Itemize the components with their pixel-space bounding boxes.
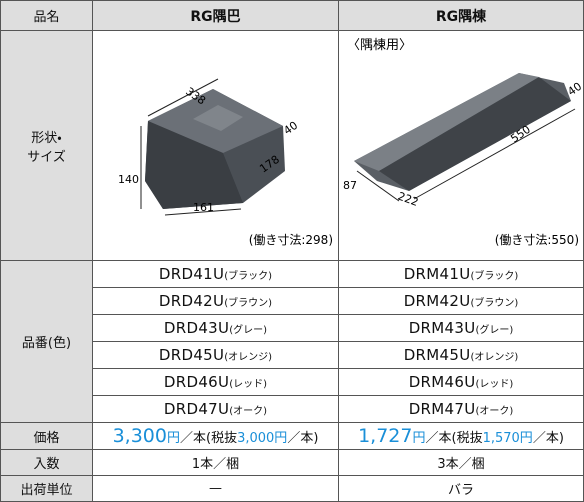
header-cell: 品名 [0, 0, 93, 31]
per: ／本(税抜 [425, 431, 483, 446]
code-cell: DRD46U(レッド) [92, 368, 339, 396]
color-name: (ブラック) [224, 271, 273, 282]
code-cell: DRD47U(オーク) [92, 395, 339, 423]
dim-label: 222 [396, 190, 420, 209]
label-cell: 品番(色) [0, 260, 93, 423]
color-name: (グレー) [229, 325, 268, 336]
dim-label: 161 [193, 201, 214, 214]
cell: — [92, 475, 339, 502]
product-code: DRD46U [163, 373, 230, 391]
color-name: (オレンジ) [224, 352, 273, 363]
code-row: DRD43U(グレー) DRM43U(グレー) [1, 314, 584, 342]
label-cell: 価格 [0, 422, 93, 450]
cell: 3本／梱 [338, 449, 584, 476]
tile-ridge [193, 105, 243, 131]
color-name: (レッド) [229, 379, 268, 390]
tile-front [145, 121, 243, 209]
code-row: DRD47U(オーク) DRM47U(オーク) [1, 395, 584, 423]
tax-price: 3,000円 [237, 431, 288, 446]
product-code: DRM45U [403, 346, 471, 364]
code-row: 品番(色) DRD41U(ブラック) DRM41U(ブラック) [0, 260, 584, 423]
color-name: (オーク) [475, 406, 514, 417]
color-name: (オーク) [229, 406, 268, 417]
ridge-top [354, 73, 539, 171]
code-cell: DRM41U(ブラック) [338, 260, 584, 288]
price: 3,300 [112, 425, 167, 447]
product-code: DRM41U [403, 265, 471, 283]
per: ／本) [287, 431, 319, 446]
code-cell: DRM42U(ブラウン) [338, 287, 584, 315]
price-cell: 1,727円／本(税抜1,570円／本) [338, 422, 584, 450]
label-line: サイズ [27, 149, 66, 165]
caption: 〈隅棟用〉 [347, 38, 412, 53]
cell: バラ [338, 475, 584, 502]
color-name: (ブラウン) [470, 298, 519, 309]
dim-line [147, 78, 219, 117]
code-cell: DRD41U(ブラック) [92, 260, 339, 288]
header-cell: RG隅棟 [338, 0, 584, 31]
quantity-row: 入数 1本／梱 3本／梱 [0, 449, 584, 476]
dim-label: 87 [343, 179, 357, 192]
yen: 円 [167, 431, 181, 446]
code-cell: DRD43U(グレー) [92, 314, 339, 342]
product-code: DRD45U [158, 346, 225, 364]
product-code: DRM46U [408, 373, 476, 391]
product-code: DRD43U [163, 319, 230, 337]
code-cell: DRM43U(グレー) [338, 314, 584, 342]
product-code: DRD42U [158, 292, 225, 310]
product-code: DRD47U [163, 400, 230, 418]
color-name: (グレー) [475, 325, 514, 336]
yen: 円 [412, 431, 426, 446]
note: (働き寸法:550) [495, 233, 579, 247]
dim-line [164, 208, 242, 216]
code-row: DRD46U(レッド) DRM46U(レッド) [1, 368, 584, 396]
dim-label: 40 [281, 119, 300, 138]
cell: 1本／梱 [92, 449, 339, 476]
code-row: DRD42U(ブラウン) DRM42U(ブラウン) [1, 287, 584, 315]
ridge-side [379, 77, 571, 191]
code-cell: DRD45U(オレンジ) [92, 341, 339, 369]
product-image: 338 178 40 140 161 (働き寸法:298) [118, 78, 333, 247]
image-cell: 338 178 40 140 161 (働き寸法:298) [92, 30, 339, 261]
label-cell: 出荷単位 [0, 475, 93, 502]
codes-body: 品番(色) DRD41U(ブラック) DRM41U(ブラック) DRD42U(ブラウン… [0, 260, 584, 423]
label-cell: 入数 [0, 449, 93, 476]
color-name: (ブラウン) [224, 298, 273, 309]
product-image: 〈隅棟用〉 40 550 87 222 (働き寸法:550) [343, 38, 583, 247]
product-code: DRD41U [158, 265, 225, 283]
note: (働き寸法:298) [249, 233, 333, 247]
per: ／本(税抜 [180, 431, 238, 446]
product-code: DRM47U [408, 400, 476, 418]
dim-label: 40 [565, 80, 583, 99]
header-row: 品名 RG隅巴 RG隅棟 [0, 0, 584, 31]
unit-row: 出荷単位 — バラ [0, 475, 584, 502]
code-row: DRD45U(オレンジ) DRM45U(オレンジ) [1, 341, 584, 369]
header-cell: RG隅巴 [92, 0, 339, 31]
tax-price: 1,570円 [482, 431, 533, 446]
color-name: (ブラック) [470, 271, 519, 282]
dim-line [413, 108, 576, 200]
dim-label: 140 [118, 173, 139, 186]
code-cell: DRD42U(ブラウン) [92, 287, 339, 315]
product-code: DRM43U [408, 319, 476, 337]
label-line: 形状・ [31, 130, 62, 146]
shape-row: 形状・サイズ 338 178 40 140 161 (働き寸法:298) 〈隅棟… [0, 30, 584, 261]
price-cell: 3,300円／本(税抜3,000円／本) [92, 422, 339, 450]
price-row: 価格 3,300円／本(税抜3,000円／本) 1,727円／本(税抜1,570… [0, 422, 584, 450]
color-name: (レッド) [475, 379, 514, 390]
code-cell: DRM47U(オーク) [338, 395, 584, 423]
label-cell: 形状・ サイズ [0, 30, 93, 261]
dim-line [356, 170, 400, 202]
price: 1,727 [358, 425, 413, 447]
color-name: (オレンジ) [470, 352, 519, 363]
product-code: DRM42U [403, 292, 471, 310]
per: ／本) [532, 431, 564, 446]
image-cell: 〈隅棟用〉 40 550 87 222 (働き寸法:550) [338, 30, 584, 261]
code-cell: DRM45U(オレンジ) [338, 341, 584, 369]
code-cell: DRM46U(レッド) [338, 368, 584, 396]
